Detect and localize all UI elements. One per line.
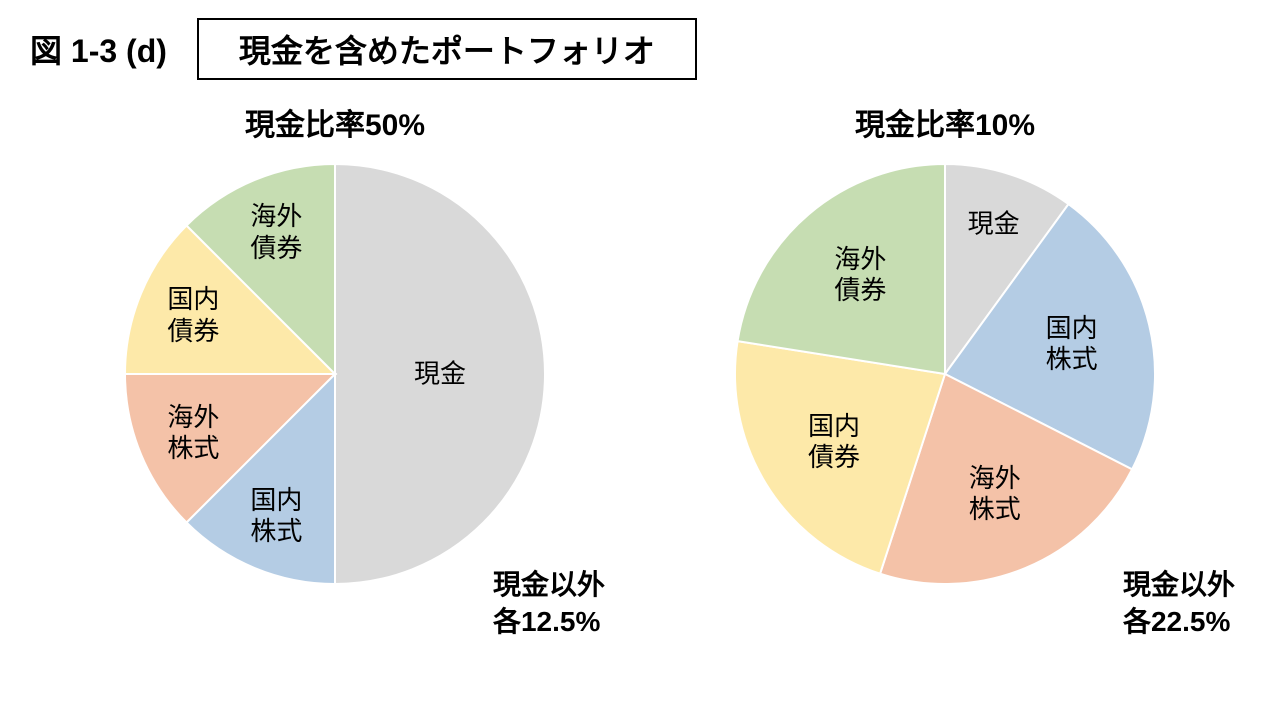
slice-label: 国内株式: [250, 484, 302, 546]
chart-left-footer-line1: 現金以外: [493, 569, 605, 600]
chart-left-footer-line2: 各12.5%: [493, 606, 600, 637]
chart-left: 現金比率50% 現金国内株式海外株式 国内債券海外債券 現金以外 各12.5%: [55, 100, 615, 700]
chart-right-title: 現金比率10%: [665, 100, 1225, 144]
slice-label: 現金: [414, 358, 466, 389]
header: 図 1-3 (d) 現金を含めたポートフォリオ: [0, 0, 1280, 80]
chart-right-footer-line1: 現金以外: [1123, 569, 1235, 600]
pie-chart-left: 現金国内株式海外株式 国内債券海外債券: [115, 154, 555, 594]
chart-right-footer-line2: 各22.5%: [1123, 606, 1230, 637]
slice-label: 現金: [968, 209, 1020, 240]
figure-label: 図 1-3 (d): [30, 26, 167, 72]
slice-label: 海外債券: [834, 244, 886, 306]
figure-title: 現金を含めたポートフォリオ: [197, 18, 697, 80]
slice-label: 海外株式: [167, 401, 219, 463]
slice-label: 海外債券: [250, 201, 302, 263]
chart-left-footer: 現金以外 各12.5%: [493, 567, 605, 640]
slice-label: 国内債券: [808, 411, 860, 473]
slice-label: 海外株式: [969, 463, 1021, 525]
charts-row: 現金比率50% 現金国内株式海外株式国内債券海外債券 現金以外 各12.5% 現…: [0, 100, 1280, 700]
chart-right: 現金比率10% 現金国内株式海外株式国内債券海外債券 現金以外 各22.5%: [665, 100, 1225, 700]
chart-right-footer: 現金以外 各22.5%: [1123, 567, 1235, 640]
pie-chart-right: 現金国内株式海外株式 国内債券 海外債券: [725, 154, 1165, 594]
slice-label: 国内株式: [1046, 312, 1098, 374]
chart-left-title: 現金比率50%: [55, 100, 615, 144]
slice-label: 国内債券: [167, 284, 219, 346]
